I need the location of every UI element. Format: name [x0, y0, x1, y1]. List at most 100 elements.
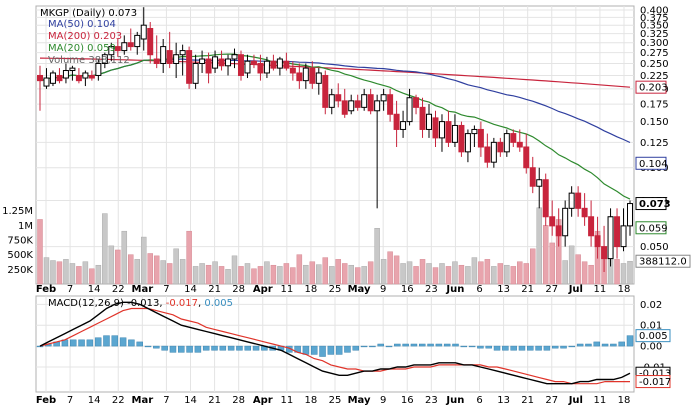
candle-body [257, 62, 264, 74]
value-badge [635, 80, 667, 94]
macd-badge-text: 0.005 [639, 331, 668, 342]
x-tick-label: 22 [112, 284, 125, 295]
candle-body [588, 216, 595, 237]
candle-body [490, 141, 497, 163]
price-tick-label: 0.225 [640, 71, 669, 82]
x-tick-label: 9 [380, 395, 386, 406]
macd-hist-bar [178, 345, 185, 353]
x-tick-label: Jun [445, 284, 464, 295]
x-tick-label: 21 [521, 395, 534, 406]
x-tick-label: 14 [88, 284, 101, 295]
volume-bar [95, 264, 102, 285]
macd-hist-bar [319, 345, 326, 357]
volume-bar [497, 263, 504, 285]
volume-bar [277, 266, 283, 285]
x-tick-label: 18 [305, 284, 318, 295]
volume-bar [102, 213, 108, 285]
volume-bar [354, 267, 361, 285]
macd-value: -0.013 [127, 298, 159, 309]
volume-tick-label: 500K [7, 250, 33, 261]
volume-bar [296, 254, 303, 285]
x-tick-label: 14 [184, 284, 197, 295]
volume-bar [367, 261, 374, 285]
x-tick-label: 25 [329, 284, 342, 295]
macd-hist-bar [302, 345, 310, 355]
volume-bar [322, 257, 329, 285]
x-tick-label: 27 [545, 395, 558, 406]
macd-hist-bar [568, 345, 576, 348]
macd-hist-bar [518, 345, 526, 351]
candle-body [88, 74, 95, 79]
candle-body [140, 24, 147, 40]
volume-bar [478, 261, 484, 285]
macd-hist-bar [136, 341, 143, 347]
macd-hist-bar [601, 343, 609, 347]
macd-hist-bar [344, 345, 351, 353]
macd-legend: MACD(12,26,9) -0.013, -0.017, 0.005 [48, 298, 233, 309]
candle-body [205, 58, 212, 74]
candle-body [328, 94, 335, 108]
candle-body [250, 60, 257, 64]
macd-hist-value: 0.005 [204, 298, 233, 309]
volume-bar [205, 264, 212, 285]
macd-hist-bar [211, 345, 218, 351]
macd-hist-bar [78, 339, 85, 347]
candle-body [607, 216, 614, 260]
volume-bar [251, 268, 257, 285]
volume-axis: 1.25M 1M 750K 500K 250K [2, 206, 33, 276]
volume-bar [374, 228, 380, 285]
volume-bar [562, 260, 568, 285]
candle-body [160, 46, 167, 64]
candle-body [361, 94, 368, 108]
macd-hist-bar [103, 335, 110, 347]
volume-bar [458, 264, 465, 285]
macd-badge [635, 329, 671, 343]
x-tick-label: 28 [232, 284, 245, 295]
macd-hist-bar [527, 345, 534, 351]
macd-hist-bar [244, 345, 251, 351]
volume-bar [452, 261, 458, 285]
volume-bar [303, 264, 309, 285]
macd-badge-text: -0.013 [639, 369, 671, 380]
moving-averages [39, 53, 631, 200]
candle-body [549, 216, 556, 227]
macd-hist-bar [128, 339, 135, 347]
volume-bar [419, 259, 426, 285]
value-badge-text: 0.073 [639, 199, 671, 210]
ma20-line [39, 53, 631, 200]
volume-bar [76, 266, 82, 285]
macd-hist-bar [502, 345, 509, 351]
macd-tick-label: 0.00 [640, 342, 662, 353]
candle-body [432, 117, 439, 139]
macd-hist-bar [236, 345, 243, 351]
volume-bar [166, 263, 173, 285]
price-tick-label: 0.275 [640, 48, 669, 59]
macd-hist-bar [585, 343, 592, 347]
candle-body [276, 58, 283, 69]
x-tick-label: May [348, 395, 371, 406]
macd-value-badges: 0.005 -0.013-0.017 [635, 329, 671, 389]
volume-bar [529, 248, 536, 285]
macd-hist-bar [593, 341, 601, 347]
candle-body [387, 94, 394, 115]
macd-hist-bar [626, 335, 634, 347]
right-value-badges: 0.203 0.104 0.073 0.059 388112.0 [635, 80, 691, 268]
x-tick-label: 25 [329, 395, 342, 406]
volume-bar [380, 259, 387, 285]
volume-bar [50, 260, 56, 285]
volume-bar [108, 245, 115, 285]
x-tick-label: 18 [305, 395, 318, 406]
volume-bar [413, 266, 419, 285]
x-tick-label: 13 [497, 395, 510, 406]
volume-bar [218, 266, 225, 285]
volume-tick-label: 1.25M [2, 206, 33, 217]
volume-bar [465, 266, 471, 285]
candle-body [302, 67, 309, 82]
volume-bar [153, 255, 160, 285]
candle-body [199, 58, 206, 64]
candle-body [270, 60, 277, 69]
volume-bar [89, 268, 95, 285]
macd-hist-bar [327, 345, 335, 355]
x-tick-label: 11 [280, 284, 293, 295]
volume-bar [244, 263, 251, 285]
